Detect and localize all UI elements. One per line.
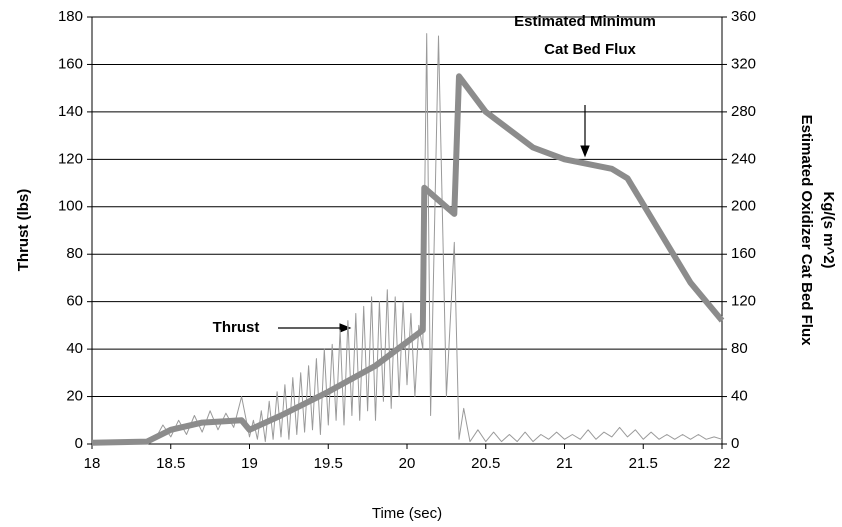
y2-axis-label: Estimated Oxidizer Cat Bed Flux xyxy=(798,115,815,347)
y-tick-label: 0 xyxy=(75,435,83,452)
series-line xyxy=(91,73,725,446)
y-tick-label: 40 xyxy=(66,340,83,357)
y2-tick-label: 80 xyxy=(731,340,748,357)
y-tick-label: 20 xyxy=(66,388,83,405)
x-tick-label: 20 xyxy=(399,455,416,472)
y-tick-label: 160 xyxy=(58,55,83,72)
annotation: Cat Bed Flux xyxy=(544,41,636,58)
y2-tick-label: 200 xyxy=(731,198,756,215)
y-tick-label: 100 xyxy=(58,198,83,215)
y2-tick-label: 320 xyxy=(731,55,756,72)
x-tick-label: 19 xyxy=(241,455,258,472)
y-tick-label: 180 xyxy=(58,8,83,25)
x-tick-label: 21.5 xyxy=(629,455,658,472)
x-tick-label: 18 xyxy=(84,455,101,472)
annotation: Thrust xyxy=(213,319,260,336)
series-line xyxy=(92,33,723,443)
x-axis-label: Time (sec) xyxy=(372,505,442,522)
y2-tick-label: 0 xyxy=(731,435,739,452)
x-tick-label: 19.5 xyxy=(314,455,343,472)
y2-tick-label: 360 xyxy=(731,8,756,25)
y-tick-label: 60 xyxy=(66,293,83,310)
y2-tick-label: 40 xyxy=(731,388,748,405)
y-tick-label: 140 xyxy=(58,103,83,120)
y2-tick-label: 120 xyxy=(731,293,756,310)
annotation: Estimated Minimum xyxy=(514,13,656,30)
x-tick-label: 22 xyxy=(714,455,731,472)
y-axis-label: Thrust (lbs) xyxy=(15,189,32,272)
x-tick-label: 21 xyxy=(556,455,573,472)
y-tick-label: 120 xyxy=(58,150,83,167)
y2-tick-label: 280 xyxy=(731,103,756,120)
x-tick-label: 20.5 xyxy=(471,455,500,472)
y2-tick-label: 160 xyxy=(731,245,756,262)
y-tick-label: 80 xyxy=(66,245,83,262)
x-tick-label: 18.5 xyxy=(156,455,185,472)
y2-axis-label: Kg/(s m^2) xyxy=(820,191,837,268)
y2-tick-label: 240 xyxy=(731,150,756,167)
